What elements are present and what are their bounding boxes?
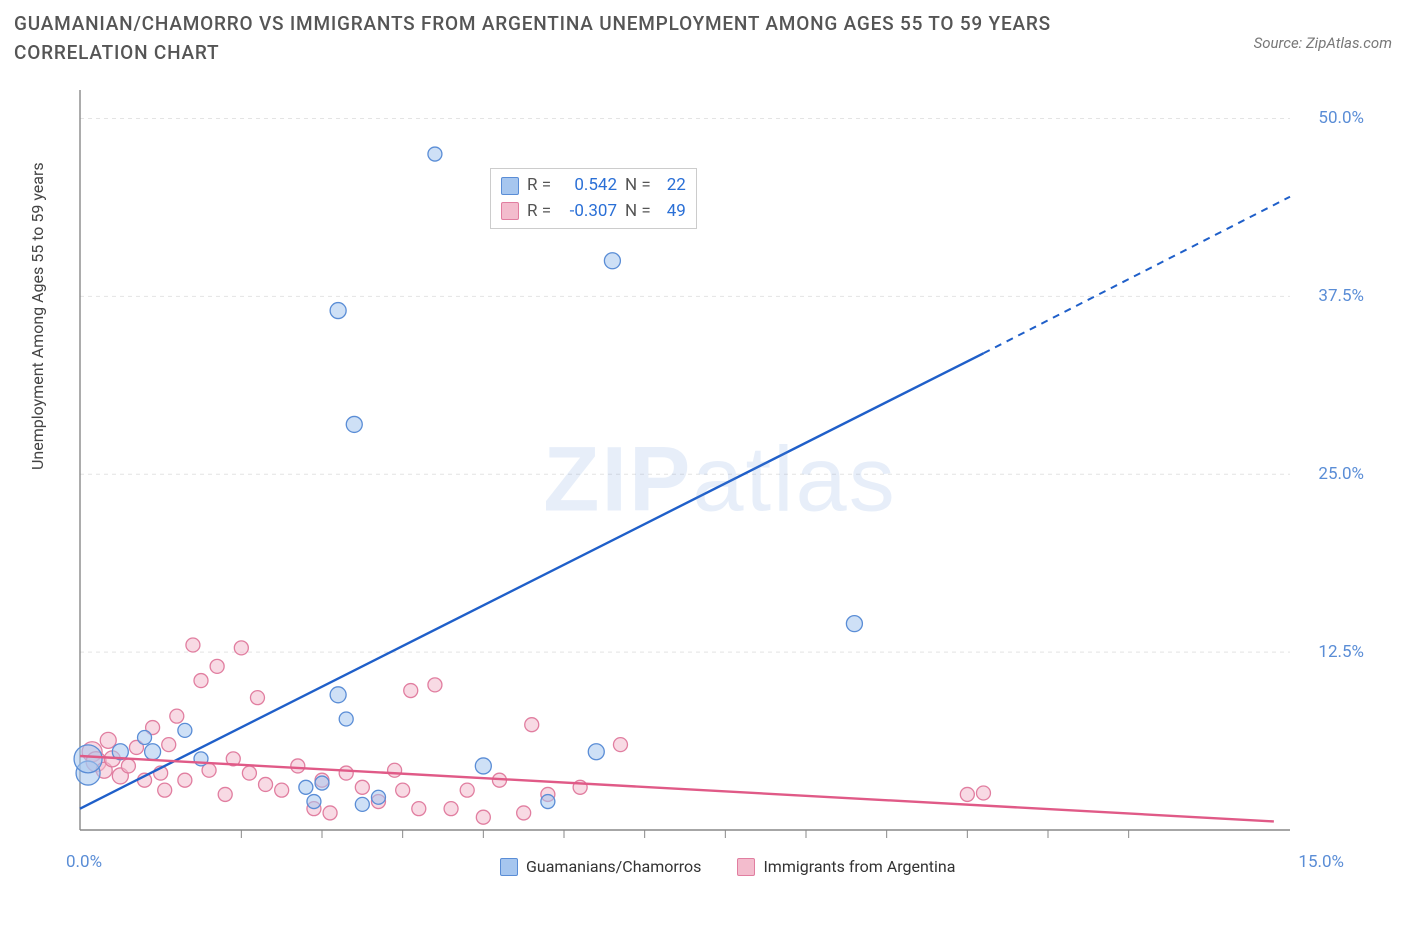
stats-row-a: R = 0.542 N = 22 bbox=[501, 173, 686, 199]
legend-label-b: Immigrants from Argentina bbox=[763, 857, 955, 876]
x-tick-min: 0.0% bbox=[66, 852, 102, 872]
chart-title: GUAMANIAN/CHAMORRO VS IMMIGRANTS FROM AR… bbox=[14, 10, 1176, 67]
swatch-series-a bbox=[501, 177, 519, 195]
stat-r-b: -0.307 bbox=[559, 199, 617, 225]
legend-item-b: Immigrants from Argentina bbox=[737, 857, 955, 876]
stat-n-a: 22 bbox=[667, 173, 686, 199]
legend-swatch-a bbox=[500, 858, 518, 876]
legend-label-a: Guamanians/Chamorros bbox=[526, 857, 701, 876]
stat-n-b: 49 bbox=[667, 199, 686, 225]
legend-bottom: Guamanians/Chamorros Immigrants from Arg… bbox=[500, 857, 955, 876]
y-tick: 50.0% bbox=[1318, 108, 1364, 128]
plot-area: ZIPatlas R = 0.542 N = 22 R = -0.307 N =… bbox=[70, 80, 1370, 880]
legend-item-a: Guamanians/Chamorros bbox=[500, 857, 701, 876]
stat-label-n: N = bbox=[625, 173, 651, 199]
stat-label-r: R = bbox=[527, 199, 551, 225]
stat-label-r: R = bbox=[527, 173, 551, 199]
y-axis-label: Unemployment Among Ages 55 to 59 years bbox=[28, 162, 47, 470]
y-tick: 37.5% bbox=[1318, 286, 1364, 306]
stats-legend: R = 0.542 N = 22 R = -0.307 N = 49 bbox=[490, 168, 697, 229]
chart-container: GUAMANIAN/CHAMORRO VS IMMIGRANTS FROM AR… bbox=[0, 0, 1406, 930]
chart-svg bbox=[70, 80, 1370, 880]
legend-swatch-b bbox=[737, 858, 755, 876]
stats-row-b: R = -0.307 N = 49 bbox=[501, 199, 686, 225]
swatch-series-b bbox=[501, 202, 519, 220]
x-tick-max: 15.0% bbox=[1298, 852, 1344, 872]
source-attribution: Source: ZipAtlas.com bbox=[1254, 34, 1392, 52]
stat-label-n: N = bbox=[625, 199, 651, 225]
stat-r-a: 0.542 bbox=[559, 173, 617, 199]
y-tick: 12.5% bbox=[1318, 642, 1364, 662]
y-tick: 25.0% bbox=[1318, 464, 1364, 484]
